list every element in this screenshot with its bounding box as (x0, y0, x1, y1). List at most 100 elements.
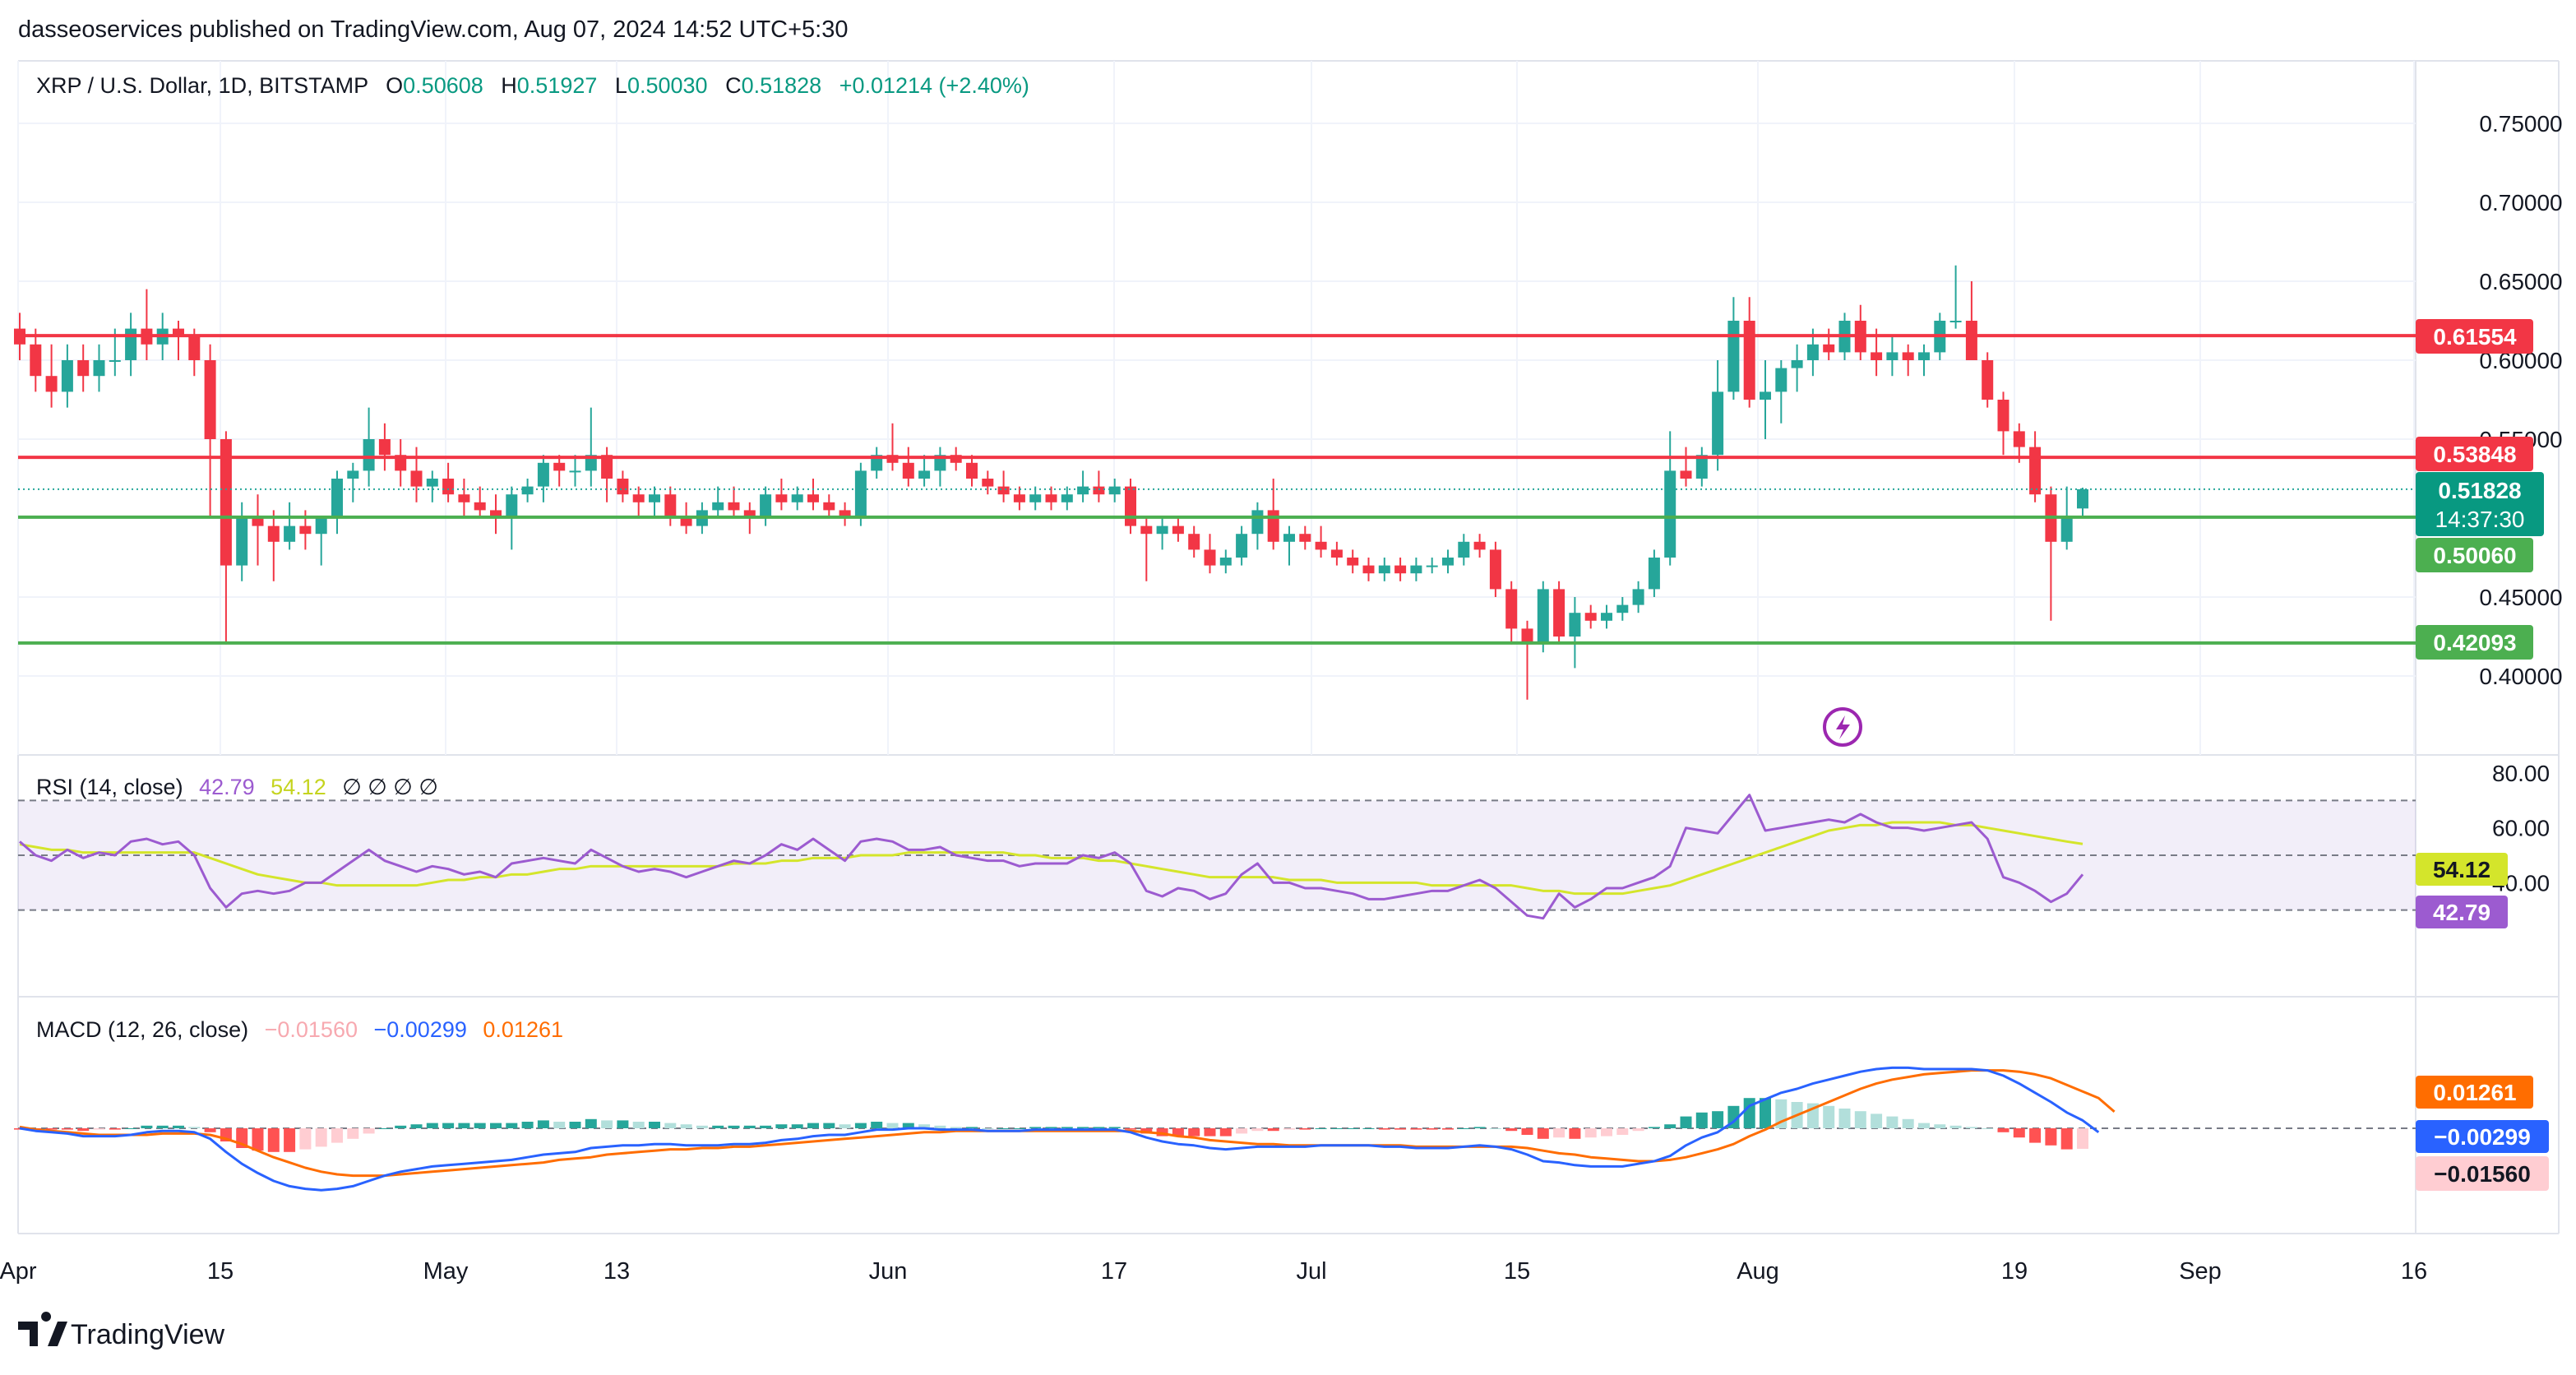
symbol-label: XRP / U.S. Dollar, 1D, BITSTAMP (36, 73, 368, 98)
macd-histogram-bar (1394, 1128, 1407, 1130)
macd-histogram-bar (204, 1128, 216, 1132)
time-axis[interactable]: Apr 15 May 13 Jun 17 Jul 15 Aug 19 Sep 16 (0, 1258, 2427, 1285)
countdown-text: 14:37:30 (2435, 507, 2525, 532)
candle-body (1505, 589, 1518, 629)
candle-body (1013, 494, 1025, 502)
candle-body (760, 494, 772, 518)
macd-badges: 0.01261 −0.00299 −0.01560 (2416, 1076, 2549, 1191)
macd-histogram-bar (1156, 1128, 1168, 1137)
macd-histogram-bar (426, 1123, 438, 1128)
macd-histogram-bar (569, 1122, 581, 1128)
macd-histogram-bar (45, 1128, 58, 1130)
macd-histogram-bar (1982, 1128, 1994, 1129)
macd-histogram-bar (585, 1118, 597, 1128)
resistance-badge-2-text: 0.53848 (2433, 442, 2516, 467)
candle-body (1140, 525, 1153, 535)
macd-pane (14, 1066, 2416, 1192)
macd-histogram-bar (775, 1124, 788, 1128)
candle-body (220, 439, 232, 566)
macd-histogram-bar (93, 1128, 105, 1130)
macd-histogram-bar (966, 1127, 978, 1128)
rsi-badge-text: 42.79 (2433, 900, 2490, 925)
candle-body (2029, 447, 2042, 495)
macd-histogram-bar (395, 1125, 407, 1128)
price-tick-label: 0.40000 (2479, 664, 2562, 689)
candle-body (109, 360, 121, 362)
macd-histogram-bar (1997, 1128, 2009, 1132)
macd-histogram-bar (1077, 1127, 1089, 1128)
macd-histogram-bar (1093, 1127, 1105, 1128)
macd-histogram-bar (1378, 1128, 1390, 1130)
main-legend: XRP / U.S. Dollar, 1D, BITSTAMP O0.50608… (36, 73, 1029, 98)
candle-body (1871, 352, 1883, 360)
candle-body (1664, 470, 1676, 558)
macd-legend-label: MACD (12, 26, close) (36, 1017, 248, 1042)
macd-histogram-bar (1045, 1127, 1057, 1128)
support-badge-2-text: 0.42093 (2433, 630, 2516, 655)
candle-body (1918, 352, 1930, 360)
macd-histogram-bar (521, 1122, 534, 1128)
candle-body (1569, 613, 1581, 637)
rsi-tick-label: 80.00 (2492, 761, 2550, 786)
macd-histogram-bar (1505, 1128, 1518, 1132)
tradingview-logo[interactable]: TradingView (18, 1312, 225, 1350)
event-flash-icon[interactable] (1823, 707, 1862, 747)
price-badges: 0.61554 0.53848 0.51828 14:37:30 0.50060… (2416, 319, 2544, 660)
candle-body (1315, 541, 1327, 550)
candle-body (1537, 589, 1549, 645)
candle-body (506, 494, 518, 518)
candle-body (188, 336, 201, 360)
macd-histogram-bar (1838, 1109, 1851, 1128)
macd-line-legend-value: −0.00299 (374, 1017, 467, 1042)
candle-body (1616, 604, 1629, 613)
high-label: H (501, 73, 517, 98)
macd-histogram-bar (347, 1128, 359, 1139)
macd-histogram-bar (1251, 1128, 1264, 1132)
macd-histogram-bar (1330, 1128, 1343, 1129)
candle-body (1378, 565, 1390, 574)
macd-histogram-bar (902, 1123, 914, 1128)
candle-body (442, 479, 455, 495)
low-value: 0.50030 (627, 73, 708, 98)
macd-signal-legend-value: 0.01261 (483, 1017, 563, 1042)
macd-histogram-bar (871, 1122, 883, 1128)
candle-body (775, 494, 788, 502)
candle-body (173, 328, 184, 337)
candle-body (680, 518, 692, 526)
candle-body (1712, 391, 1724, 456)
macd-histogram-bar (982, 1128, 994, 1129)
candle-body (791, 494, 803, 502)
candle-body (1362, 565, 1375, 574)
macd-histogram-bar (791, 1124, 803, 1128)
candle-body (1267, 510, 1279, 542)
price-tick-label: 0.65000 (2479, 269, 2562, 294)
time-tick-label: Apr (0, 1258, 37, 1285)
candle-body (45, 376, 58, 392)
last-price-text: 0.51828 (2438, 478, 2521, 503)
candle-body (649, 494, 660, 502)
candle-body (1125, 486, 1136, 526)
macd-histogram-bar (1125, 1128, 1136, 1130)
macd-histogram-bar (1029, 1127, 1042, 1128)
macd-histogram-bar (1283, 1128, 1295, 1130)
macd-line-badge (2416, 1120, 2549, 1153)
candle-body (1791, 360, 1803, 368)
candle-body (1172, 525, 1184, 535)
macd-histogram-bar (1108, 1127, 1121, 1128)
candle-body (125, 328, 137, 360)
macd-histogram-bar (743, 1125, 756, 1128)
price-tick-label: 0.75000 (2479, 111, 2562, 137)
macd-histogram-bar (1664, 1124, 1676, 1128)
candle-body (807, 494, 819, 502)
rsi-tick-label: 60.00 (2492, 816, 2550, 841)
macd-histogram-bar (1442, 1128, 1454, 1130)
macd-histogram-bar (950, 1127, 962, 1128)
macd-histogram-bar (1965, 1127, 1977, 1128)
macd-histogram-bar (680, 1124, 692, 1128)
macd-histogram-bar (1871, 1113, 1883, 1128)
candle-body (1029, 494, 1042, 502)
candle-body (315, 518, 327, 535)
macd-histogram-bar (378, 1128, 391, 1129)
macd-histogram-bar (728, 1125, 740, 1128)
